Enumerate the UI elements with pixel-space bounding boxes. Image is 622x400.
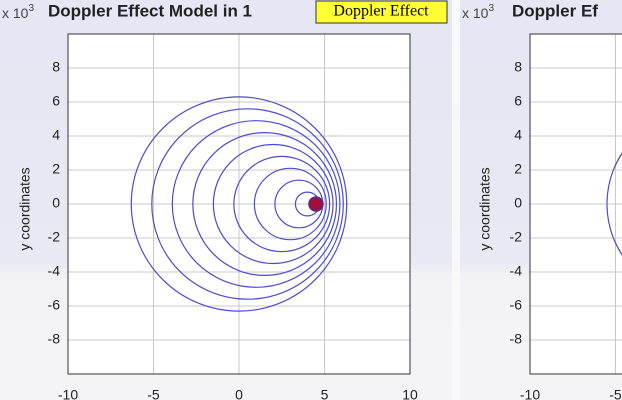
y-tick-label: -4 <box>48 263 61 279</box>
chart-title: Doppler Effect Model in 1 <box>48 1 252 20</box>
exponent-base: x 10 <box>462 5 489 21</box>
exponent-label: x 103 <box>462 3 494 21</box>
axes-frame <box>67 33 411 375</box>
plot-area <box>606 152 622 256</box>
x-tick-label: -5 <box>609 387 622 400</box>
y-tick-label: 4 <box>52 127 60 143</box>
exponent-power: 3 <box>488 3 494 14</box>
y-tick-label: 4 <box>514 127 522 143</box>
y-tick-label: 0 <box>52 195 60 211</box>
x-tick-label: -10 <box>58 387 78 400</box>
chart-title: Doppler Ef <box>512 1 598 20</box>
wavefront-circle <box>606 152 622 256</box>
exponent-label: x 103 <box>2 3 34 21</box>
x-tick-label: -10 <box>520 387 540 400</box>
wavefront-circle <box>192 132 338 277</box>
exponent-power: 3 <box>28 3 34 14</box>
tooltip: Doppler Effect <box>333 3 429 20</box>
y-tick-label: -4 <box>510 263 523 279</box>
y-tick-label: -2 <box>510 229 523 245</box>
y-tick-label: -8 <box>510 331 523 347</box>
y-tick-label: -6 <box>48 297 61 313</box>
sound-source <box>308 196 324 212</box>
wavefront-circle <box>233 155 331 253</box>
y-tick-label: 6 <box>514 93 522 109</box>
y-tick-label: -8 <box>48 331 61 347</box>
y-tick-label: 2 <box>52 161 60 177</box>
y-tick-label: -6 <box>510 297 523 313</box>
y-tick-label: -2 <box>48 229 61 245</box>
x-tick-label: 5 <box>321 387 329 400</box>
wavefront-circle <box>151 108 344 300</box>
x-tick-label: 10 <box>402 387 418 400</box>
divider <box>452 0 460 400</box>
y-axis-label: y coordinates <box>17 167 33 250</box>
exponent-base: x 10 <box>2 5 29 21</box>
x-tick-label: 0 <box>235 387 243 400</box>
tooltip-box <box>315 0 448 24</box>
wavefront-circle <box>212 143 334 265</box>
y-tick-label: 8 <box>52 59 60 75</box>
y-axis-label: y coordinates <box>477 167 493 250</box>
wavefront-circle <box>253 167 327 241</box>
wavefront-circle <box>130 96 348 312</box>
plot-area <box>130 96 348 312</box>
x-tick-label: -5 <box>147 387 160 400</box>
axes-frame <box>529 33 622 375</box>
y-tick-label: 0 <box>514 195 522 211</box>
wavefront-circle <box>171 120 341 288</box>
y-tick-label: 2 <box>514 161 522 177</box>
y-tick-label: 6 <box>52 93 60 109</box>
y-tick-label: 8 <box>514 59 522 75</box>
